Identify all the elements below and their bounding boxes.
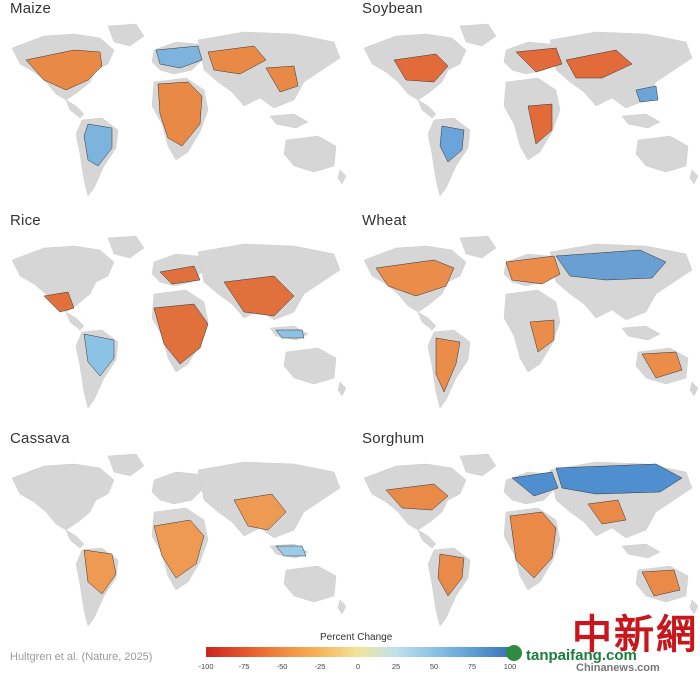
crop-region (435, 337, 461, 393)
panel-title: Rice (10, 212, 41, 229)
landmass (689, 599, 699, 615)
watermark-sub: Chinanews.com (576, 662, 660, 674)
crop-region (207, 45, 267, 75)
landmass (107, 453, 145, 477)
crop-region (275, 329, 305, 339)
crop-region (587, 499, 627, 525)
crop-region (527, 103, 553, 145)
crop-region (157, 81, 203, 147)
landmass (107, 23, 145, 47)
crop-region (505, 255, 561, 285)
landmass (337, 381, 347, 397)
crop-region (437, 553, 465, 597)
legend-title: Percent Change (320, 632, 393, 643)
legend-tick-label: 75 (467, 662, 477, 671)
world-map (11, 453, 347, 627)
landmass (151, 471, 205, 505)
legend-tick-label: -75 (238, 662, 250, 671)
crop-region (641, 569, 681, 597)
landmass (459, 453, 497, 477)
crop-region (43, 291, 75, 313)
crop-region (529, 319, 555, 353)
panel-title: Sorghum (362, 430, 425, 447)
legend-tick-label: 100 (503, 662, 517, 671)
crop-region (25, 49, 103, 91)
landmass (503, 289, 561, 373)
crop-region (511, 471, 559, 497)
landmass (65, 529, 85, 549)
landmass (65, 311, 85, 331)
watermark-logo: 中新網 (572, 611, 698, 658)
world-map (363, 453, 699, 627)
leaf-icon (506, 645, 522, 661)
crop-region (635, 85, 659, 103)
landmass (621, 325, 661, 341)
crop-region (509, 511, 557, 579)
legend-tick-label: -100 (198, 662, 214, 671)
landmass (11, 463, 115, 531)
legend-tick-label: 0 (355, 662, 361, 671)
world-map (11, 235, 347, 409)
map-panel-maize: Maize (4, 0, 349, 210)
legend-colorbar (206, 647, 510, 657)
crop-region (275, 545, 307, 557)
landmass (689, 169, 699, 185)
legend-tick-label: 50 (429, 662, 439, 671)
crop-region (265, 65, 299, 93)
crop-region (385, 483, 449, 511)
crop-region (555, 463, 683, 495)
world-map (363, 23, 699, 197)
crop-region (223, 275, 295, 317)
landmass (11, 245, 115, 313)
landmass (107, 235, 145, 259)
crop-region (515, 47, 563, 73)
citation: Hultgren et al. (Nature, 2025) (10, 651, 153, 663)
landmass (621, 113, 661, 129)
landmass (689, 381, 699, 397)
landmass (269, 113, 309, 129)
map-panel-soybean: Soybean (356, 0, 700, 210)
landmass (283, 135, 337, 173)
landmass (459, 23, 497, 47)
world-map (363, 235, 699, 409)
crop-region (233, 493, 287, 531)
crop-region (565, 49, 633, 79)
map-panel-rice: Rice (4, 212, 349, 422)
crop-region (393, 53, 449, 83)
panel-title: Soybean (362, 0, 423, 17)
landmass (283, 347, 337, 385)
map-panel-sorghum: Sorghum (356, 430, 700, 640)
landmass (337, 169, 347, 185)
map-panel-wheat: Wheat (356, 212, 700, 422)
panel-title: Cassava (10, 430, 70, 447)
legend-tick-label: -50 (276, 662, 288, 671)
crop-region (375, 259, 455, 297)
crop-region (439, 125, 465, 163)
landmass (417, 529, 437, 549)
crop-region (641, 351, 683, 379)
world-map (11, 23, 347, 197)
crop-region (83, 333, 115, 377)
landmass (459, 235, 497, 259)
crop-region (153, 303, 209, 365)
crop-region (83, 549, 117, 595)
landmass (417, 99, 437, 119)
landmass (337, 599, 347, 615)
landmass (417, 311, 437, 331)
panel-title: Maize (10, 0, 52, 17)
map-panel-cassava: Cassava (4, 430, 349, 640)
landmass (635, 135, 689, 173)
landmass (283, 565, 337, 603)
panel-title: Wheat (362, 212, 407, 229)
landmass (65, 99, 85, 119)
watermark-site: tanpaifang.com (526, 647, 637, 664)
crop-region (83, 123, 113, 167)
crop-region (153, 519, 205, 579)
landmass (621, 543, 661, 559)
crop-region (555, 249, 667, 281)
crop-region (155, 45, 203, 69)
legend-tick-label: -25 (314, 662, 326, 671)
legend-tick-label: 25 (391, 662, 401, 671)
crop-region (159, 265, 201, 285)
